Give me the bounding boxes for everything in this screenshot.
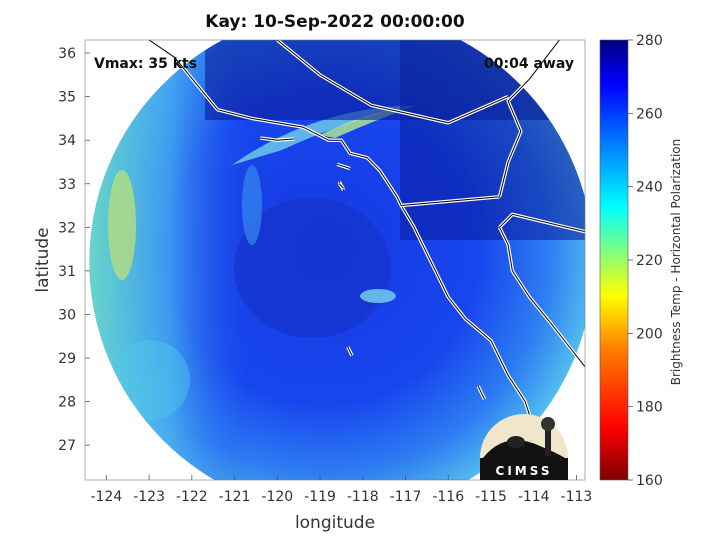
y-tick-label: 33 <box>58 177 76 193</box>
x-tick-label: -114 <box>518 489 550 505</box>
x-tick-label: -123 <box>133 489 165 505</box>
island-2 <box>336 163 351 169</box>
x-tick-label: -119 <box>304 489 336 505</box>
x-tick-label: -124 <box>90 489 122 505</box>
baja-border <box>499 213 585 233</box>
cimss-logo: CIMSS <box>480 414 568 480</box>
island-6 <box>347 346 353 357</box>
coastline <box>148 40 530 415</box>
island-4 <box>338 183 344 189</box>
y-tick-label: 34 <box>58 133 76 149</box>
colorbar-tick-label: 200 <box>636 326 663 342</box>
colorbar-scale <box>599 39 629 481</box>
y-tick-label: 32 <box>58 220 76 236</box>
y-tick-label: 35 <box>58 90 76 106</box>
colorbar-tick-label: 240 <box>636 180 663 196</box>
y-axis-label: latitude <box>33 227 53 292</box>
colorbar-tick-label: 180 <box>636 400 663 416</box>
colorbar-tick-label: 260 <box>636 106 663 122</box>
x-tick-label: -115 <box>475 489 507 505</box>
vmax-label: Vmax: 35 kts <box>94 56 197 72</box>
brightness-temp-swath <box>89 40 585 480</box>
geographic-boundaries <box>148 40 585 416</box>
california-nevada-border <box>276 40 509 124</box>
x-tick-label: -117 <box>390 489 422 505</box>
x-tick-label: -121 <box>219 489 251 505</box>
x-tick-label: -118 <box>347 489 379 505</box>
x-tick-label: -122 <box>176 489 208 505</box>
colorbar-tick-label: 220 <box>636 253 663 269</box>
x-tick-label: -116 <box>432 489 464 505</box>
colorbar-tick-label: 160 <box>636 473 663 489</box>
island-1 <box>260 137 295 141</box>
time-away-label: 00:04 away <box>484 56 574 72</box>
chart-title: Kay: 10-Sep-2022 00:00:00 <box>205 12 465 32</box>
colorbar-ticks: 160 180 200 220 240 260 280 <box>628 33 663 489</box>
y-tick-label: 30 <box>58 307 76 323</box>
y-tick-label: 27 <box>58 438 76 454</box>
us-mexico-border <box>401 196 500 206</box>
y-tick-label: 36 <box>58 46 76 62</box>
x-tick-label: -120 <box>261 489 293 505</box>
california-arizona-border <box>499 40 560 197</box>
gulf-coast <box>499 227 585 368</box>
colorbar: 160 180 200 220 240 260 280 Brightness Temp - … <box>599 33 683 489</box>
colorbar-tick-label: 280 <box>636 33 663 49</box>
y-tick-label: 31 <box>58 264 76 280</box>
x-axis-ticks: -124 -123 -122 -121 -120 -119 -118 -117 -116 -115… <box>90 475 592 505</box>
x-tick-label: -113 <box>561 489 593 505</box>
y-tick-label: 29 <box>58 351 76 367</box>
plot-frame <box>84 39 586 481</box>
x-axis-label: longitude <box>295 513 375 533</box>
y-tick-label: 28 <box>58 395 76 411</box>
logo-text: CIMSS <box>496 464 553 478</box>
colorbar-label: Brightness Temp - Horizontal Polarizatio… <box>669 139 683 386</box>
island-5 <box>477 386 486 400</box>
y-axis-ticks: 27 28 29 30 31 32 33 34 35 36 <box>58 46 90 454</box>
